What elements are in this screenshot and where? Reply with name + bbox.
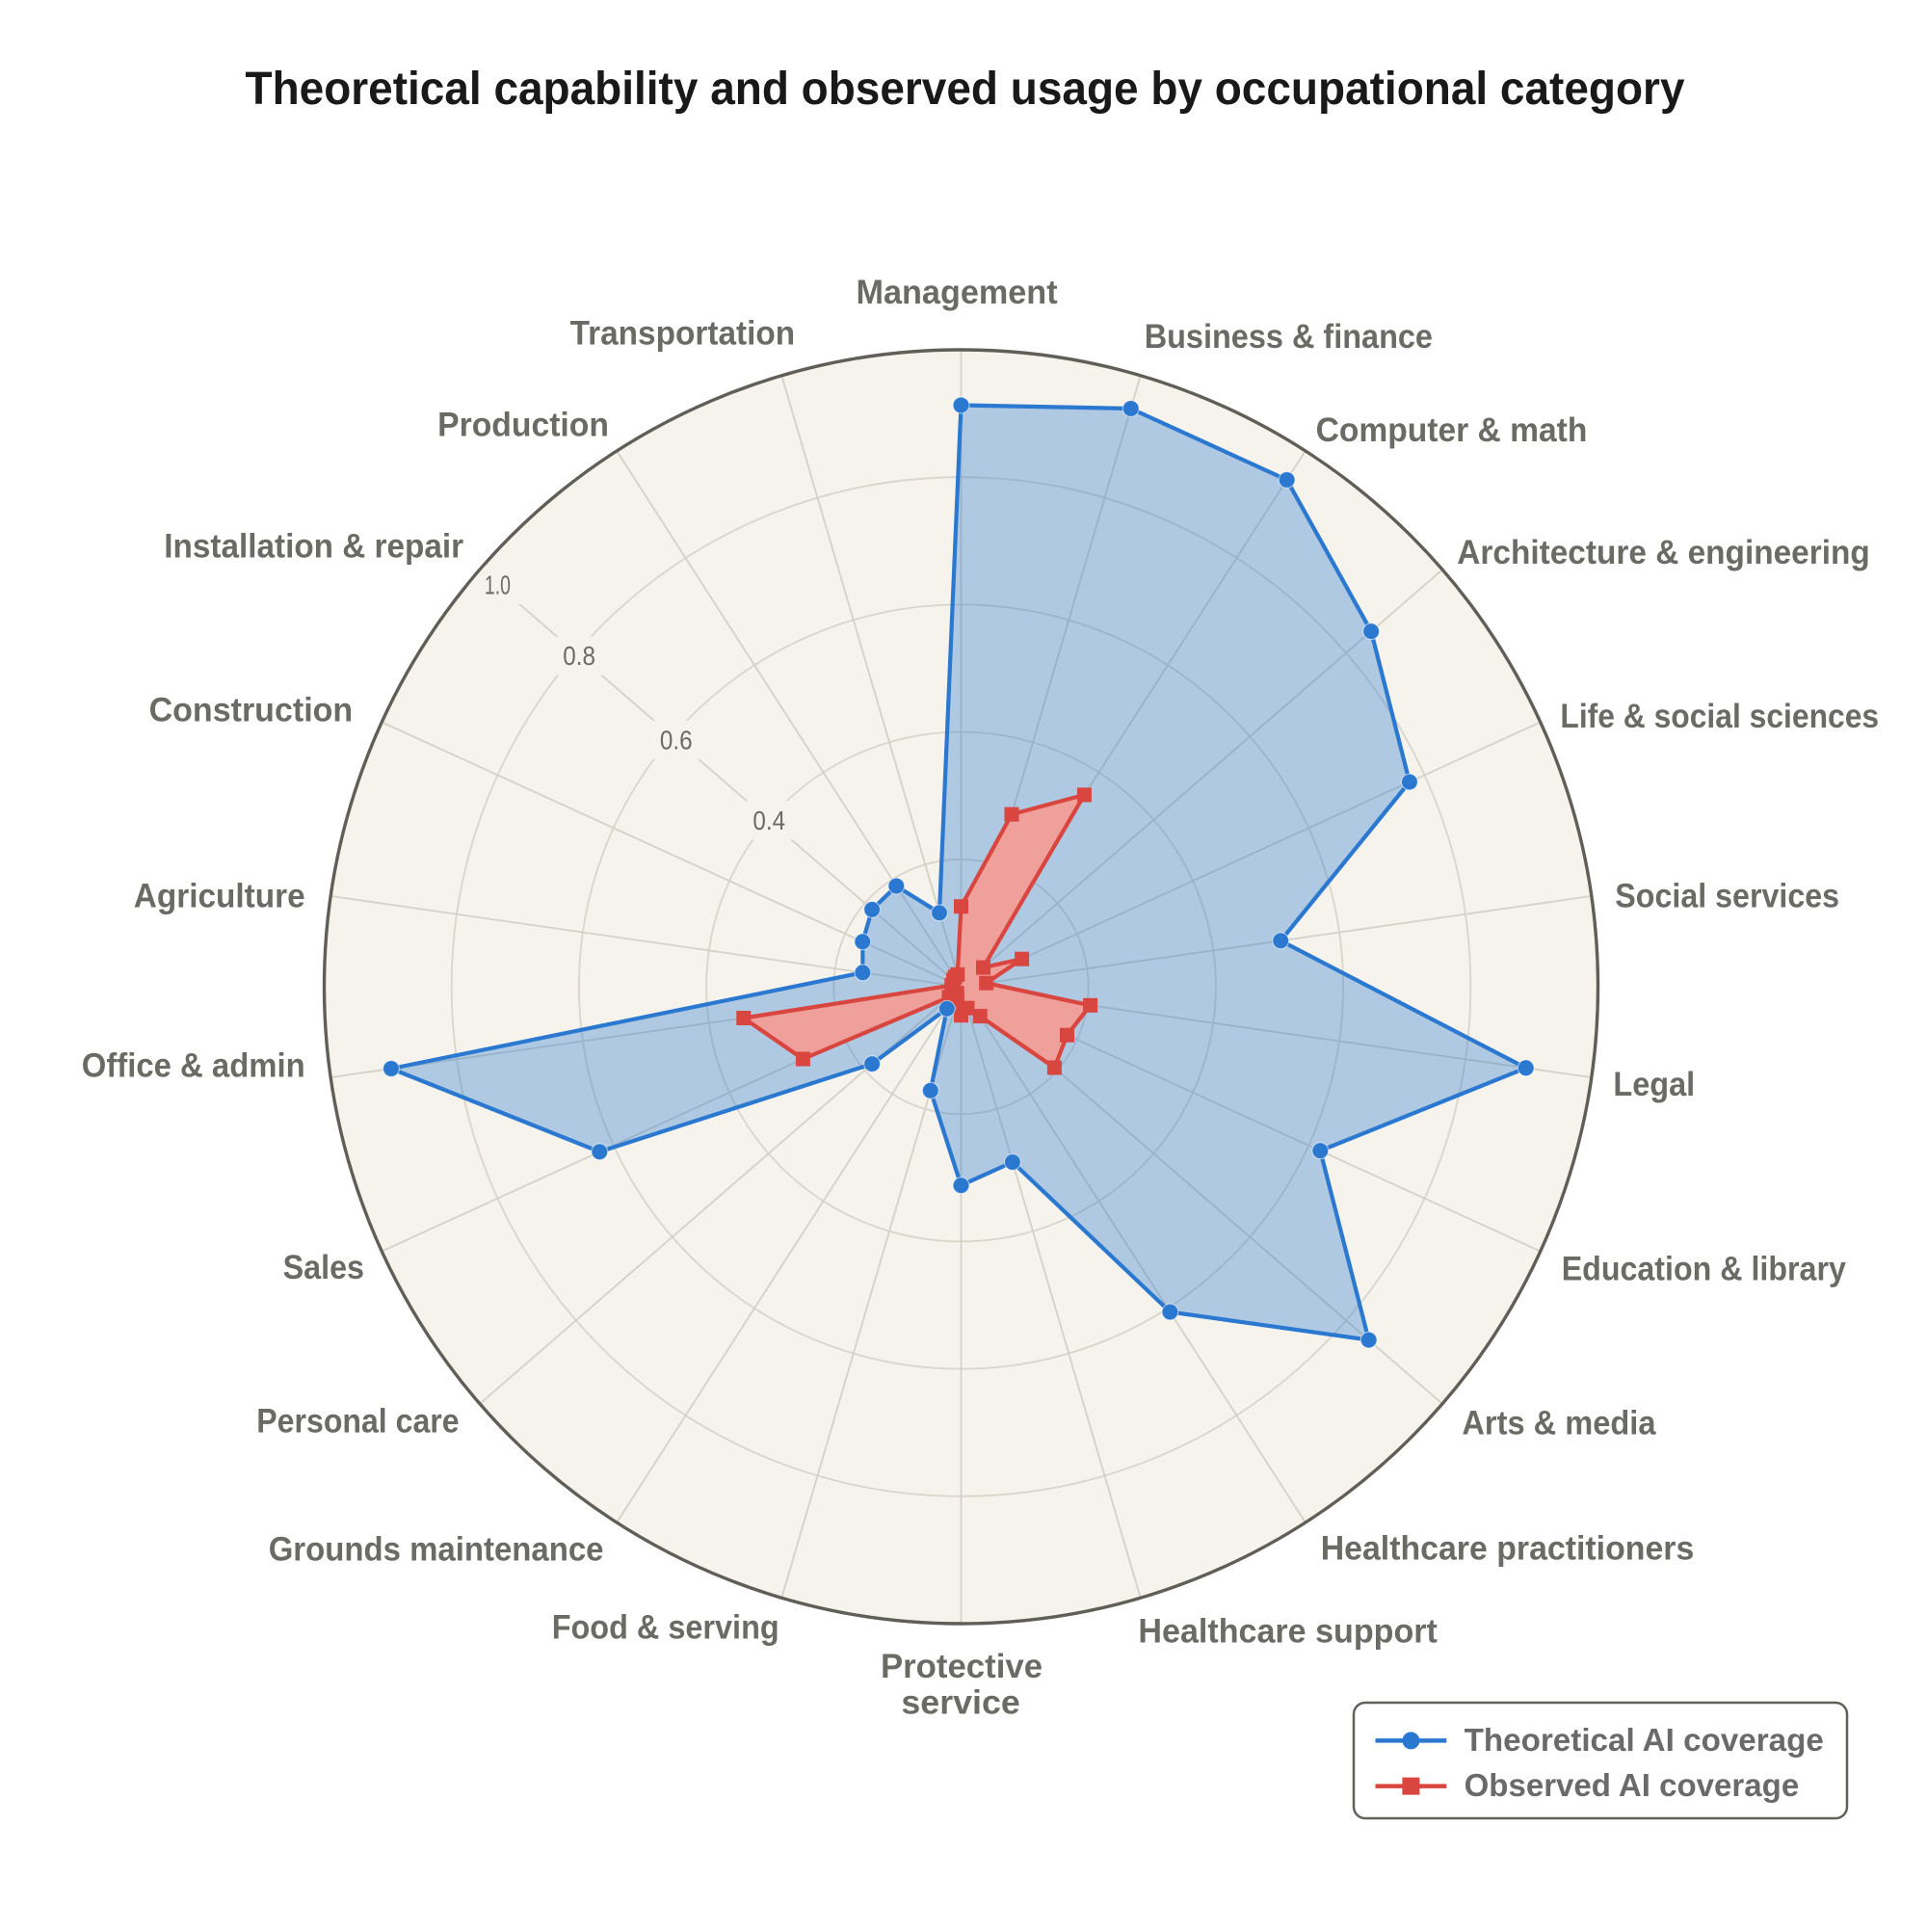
svg-text:service: service — [901, 1684, 1019, 1722]
svg-text:Education & library: Education & library — [1562, 1251, 1847, 1288]
svg-text:Production: Production — [437, 407, 609, 444]
svg-text:Life & social sciences: Life & social sciences — [1560, 698, 1879, 735]
svg-text:0.6: 0.6 — [660, 725, 693, 754]
svg-text:0.4: 0.4 — [752, 806, 785, 835]
svg-text:0.8: 0.8 — [563, 641, 595, 671]
svg-text:Transportation: Transportation — [570, 315, 796, 353]
svg-text:Theoretical AI coverage: Theoretical AI coverage — [1465, 1722, 1824, 1758]
svg-text:Personal care: Personal care — [256, 1403, 459, 1441]
svg-text:Construction: Construction — [149, 691, 354, 728]
svg-text:Healthcare practitioners: Healthcare practitioners — [1321, 1530, 1695, 1568]
svg-text:Computer & math: Computer & math — [1316, 411, 1588, 449]
svg-text:Business & finance: Business & finance — [1145, 318, 1433, 356]
svg-text:Office & admin: Office & admin — [82, 1047, 305, 1085]
svg-text:Theoretical capability and obs: Theoretical capability and observed usag… — [246, 64, 1685, 115]
svg-text:1.0: 1.0 — [485, 570, 511, 600]
svg-text:Healthcare support: Healthcare support — [1138, 1613, 1438, 1651]
svg-text:Legal: Legal — [1613, 1066, 1695, 1103]
svg-text:Arts & media: Arts & media — [1462, 1405, 1656, 1442]
svg-text:Agriculture: Agriculture — [134, 878, 305, 915]
svg-text:Management: Management — [857, 274, 1058, 311]
svg-text:Protective: Protective — [881, 1648, 1043, 1685]
svg-text:Grounds maintenance: Grounds maintenance — [269, 1530, 604, 1568]
svg-text:Observed AI coverage: Observed AI coverage — [1465, 1767, 1800, 1803]
svg-text:Food & serving: Food & serving — [552, 1609, 779, 1647]
svg-text:Sales: Sales — [283, 1249, 364, 1286]
svg-text:Architecture & engineering: Architecture & engineering — [1457, 534, 1870, 571]
svg-text:Social services: Social services — [1615, 877, 1839, 914]
svg-text:Installation & repair: Installation & repair — [164, 528, 463, 566]
